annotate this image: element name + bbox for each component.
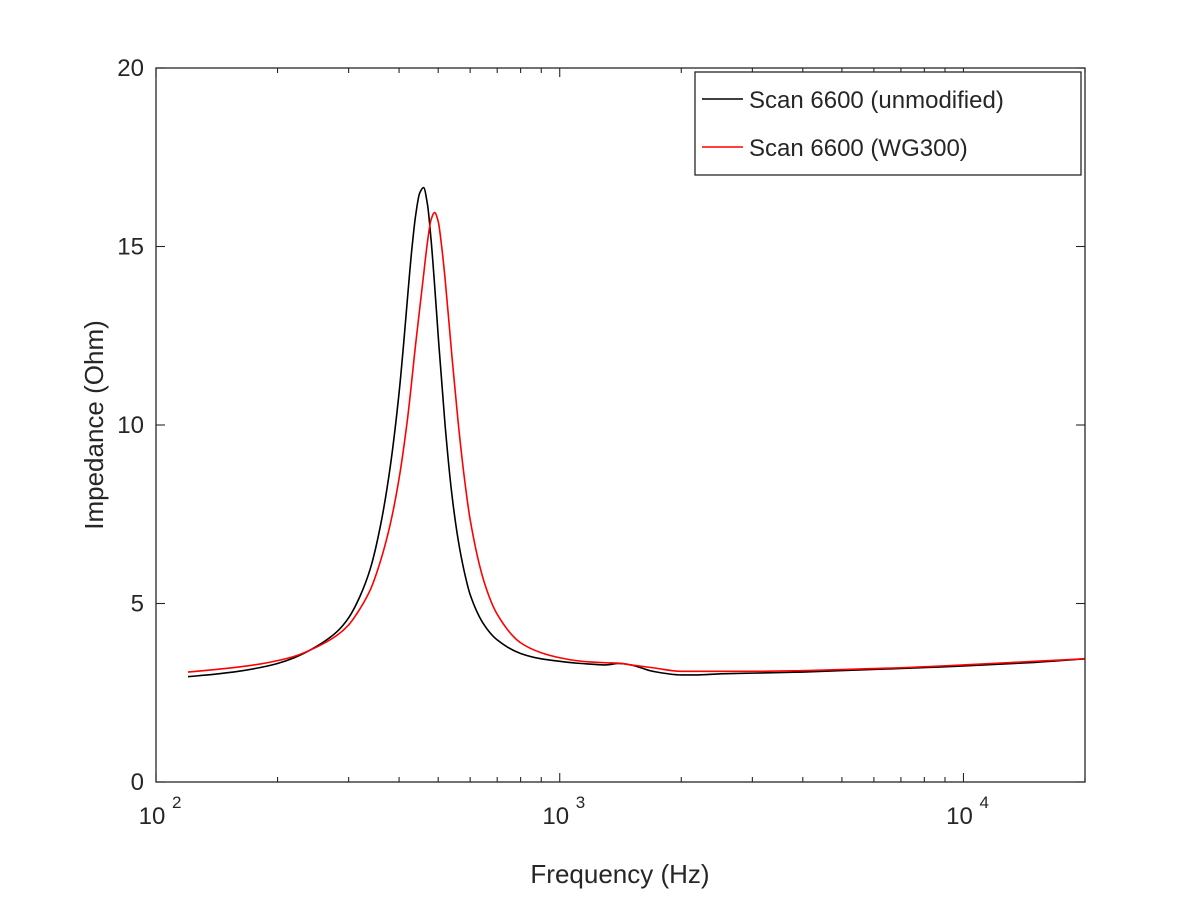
x-tick-label-exponent: 4 — [979, 793, 988, 812]
x-axis-label: Frequency (Hz) — [530, 859, 709, 889]
legend-label-wg300: Scan 6600 (WG300) — [749, 135, 968, 162]
x-tick-label: 10 — [139, 803, 166, 830]
series-layer — [187, 186, 1086, 678]
y-tick-label: 20 — [117, 55, 144, 82]
x-tick-label-exponent: 3 — [576, 793, 585, 812]
legend-label-unmodified: Scan 6600 (unmodified) — [749, 87, 1004, 114]
y-tick-label: 15 — [117, 234, 144, 261]
plot-frame — [155, 67, 1086, 783]
y-tick-label: 10 — [117, 412, 144, 439]
series-line-unmodified — [187, 186, 1086, 678]
x-tick-label: 10 — [946, 803, 973, 830]
x-tick-label-exponent: 2 — [172, 793, 181, 812]
y-axis-label: Impedance (Ohm) — [79, 320, 109, 530]
y-tick-label: 5 — [131, 591, 144, 618]
series-line-wg300 — [187, 211, 1086, 673]
y-tick-label: 0 — [131, 769, 144, 796]
x-tick-label: 10 — [542, 803, 569, 830]
legend: Scan 6600 (unmodified) Scan 6600 (WG300) — [694, 71, 1082, 176]
legend-box — [694, 71, 1082, 176]
tick-labels-layer: 10 2 10 3 10 4 0 5 10 15 20 — [117, 55, 989, 830]
